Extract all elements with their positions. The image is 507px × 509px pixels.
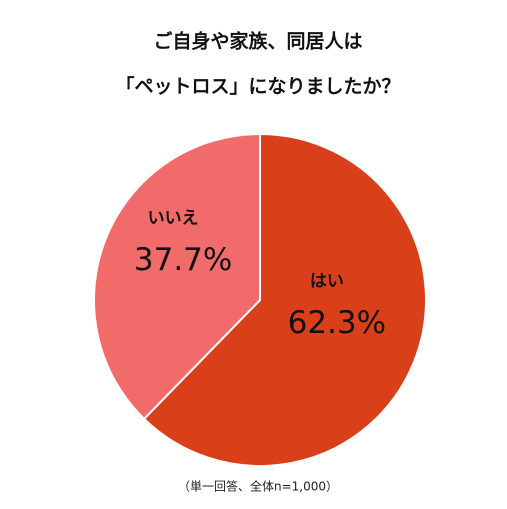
- note: （単一回答、全体n=1,000）: [178, 479, 338, 494]
- value-label: 37.7%: [134, 242, 232, 278]
- pie-slice: [142, 132, 427, 467]
- chart-title: ご自身や家族、同居人は: [153, 30, 362, 53]
- value-label: 62.3%: [288, 305, 386, 341]
- pie-slice: [93, 132, 261, 421]
- slice-label: はい: [310, 271, 344, 291]
- slice-label: いいえ: [148, 209, 199, 229]
- chart-title: 「ペットロス」になりましたか？: [115, 75, 400, 98]
